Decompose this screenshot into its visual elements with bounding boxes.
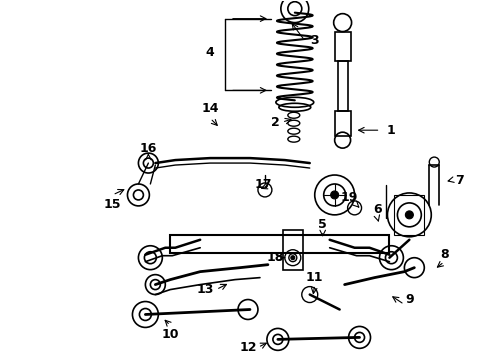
Bar <box>171 235 390 253</box>
Text: 6: 6 <box>373 203 382 216</box>
Circle shape <box>291 256 295 260</box>
Text: 10: 10 <box>162 328 179 341</box>
Text: 8: 8 <box>440 248 448 261</box>
Circle shape <box>405 211 414 219</box>
Text: 3: 3 <box>311 34 319 47</box>
Text: 11: 11 <box>306 271 323 284</box>
Text: 9: 9 <box>405 293 414 306</box>
Text: 12: 12 <box>239 341 257 354</box>
Text: 13: 13 <box>196 283 214 296</box>
Text: 16: 16 <box>140 141 157 155</box>
Bar <box>283 230 303 270</box>
Text: 15: 15 <box>104 198 121 211</box>
Text: 7: 7 <box>455 174 464 186</box>
Text: 14: 14 <box>201 102 219 115</box>
Text: 5: 5 <box>318 218 327 231</box>
Text: 19: 19 <box>341 192 358 204</box>
Text: 4: 4 <box>206 46 215 59</box>
Text: 1: 1 <box>387 124 396 137</box>
Text: 2: 2 <box>270 116 279 129</box>
Text: 17: 17 <box>254 179 271 192</box>
Bar <box>394 195 424 235</box>
Text: 18: 18 <box>266 251 284 264</box>
Bar <box>338 62 347 111</box>
Circle shape <box>331 191 339 199</box>
Bar <box>335 111 350 136</box>
Bar <box>335 32 350 62</box>
